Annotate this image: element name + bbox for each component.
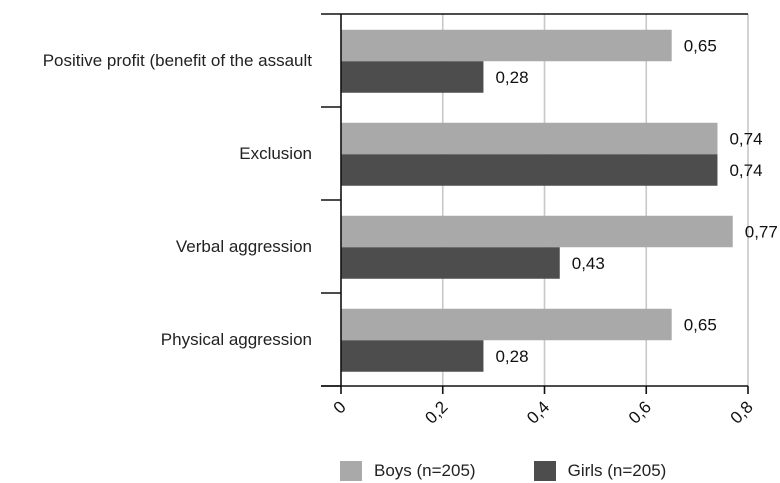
category-label-verbal-aggression: Verbal aggression — [176, 237, 312, 256]
value-labels: 0,65 0,28 0,74 0,74 0,77 0,43 0,65 0,28 — [495, 37, 777, 367]
legend-swatch-boys — [340, 461, 362, 481]
bar-boys-positive-profit-benefit-of-the-assault — [341, 29, 672, 62]
value-label: 0,74 — [729, 130, 762, 149]
x-tick-label: 0,2 — [421, 397, 451, 427]
x-tick-label: 0,4 — [523, 397, 553, 427]
x-tick-labels: 0 0,2 0,4 0,6 0,8 — [330, 397, 757, 427]
legend-swatch-girls — [533, 461, 556, 481]
category-label-exclusion: Exclusion — [239, 144, 312, 163]
value-label: 0,43 — [572, 254, 605, 273]
bar-girls-exclusion — [341, 154, 718, 186]
bar-girls-positive-profit-benefit-of-the-assault — [341, 61, 484, 93]
category-label-positive-profit-benefit-of-the-assault: Positive profit (benefit of the assault — [43, 51, 313, 70]
x-tick-label: 0 — [330, 397, 350, 417]
x-tick-label: 0,8 — [727, 397, 757, 427]
bars — [341, 29, 733, 372]
value-label: 0,28 — [495, 347, 528, 366]
axes — [321, 13, 749, 394]
value-label: 0,65 — [684, 316, 717, 335]
bar-boys-verbal-aggression — [341, 215, 733, 248]
legend-item-girls: Girls (n=205) — [533, 461, 667, 481]
bar-boys-physical-aggression — [341, 308, 672, 341]
category-label-physical-aggression: Physical aggression — [161, 330, 312, 349]
bar-girls-physical-aggression — [341, 340, 484, 372]
value-label: 0,65 — [684, 37, 717, 56]
legend-item-boys: Boys (n=205) — [340, 461, 476, 481]
value-label: 0,74 — [729, 161, 762, 180]
value-label: 0,28 — [495, 68, 528, 87]
legend: Boys (n=205) Girls (n=205) — [340, 461, 724, 481]
bar-boys-exclusion — [341, 122, 718, 155]
legend-label-girls: Girls (n=205) — [567, 461, 667, 480]
bar-girls-verbal-aggression — [341, 247, 560, 279]
value-label: 0,77 — [745, 223, 778, 242]
x-tick-label: 0,6 — [625, 397, 655, 427]
category-labels: Positive profit (benefit of the assault E… — [43, 51, 313, 349]
legend-label-boys: Boys (n=205) — [374, 461, 476, 480]
